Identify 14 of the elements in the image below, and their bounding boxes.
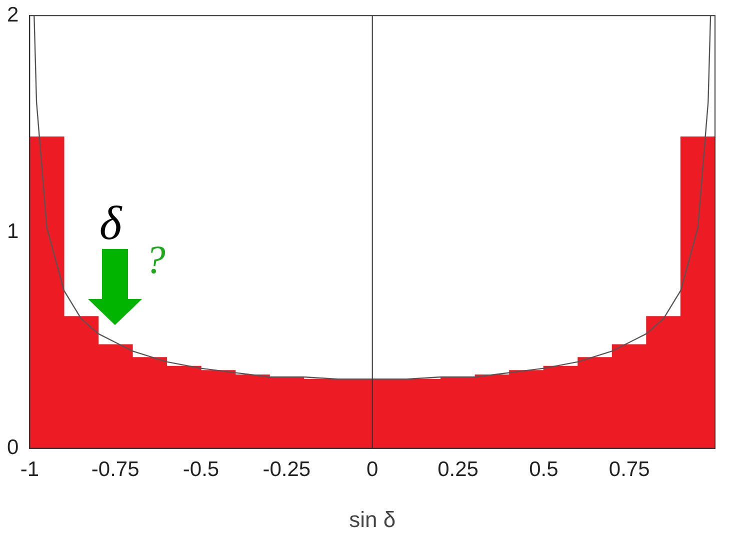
x-tick-label: 0: [366, 458, 378, 481]
annotation: ?: [145, 237, 166, 282]
x-tick-label: 0.75: [608, 458, 650, 481]
y-tick-label: 0: [6, 436, 19, 460]
x-tick-label: -0.5: [182, 458, 220, 481]
annotation: δ: [99, 197, 122, 250]
x-tick-label: -0.75: [91, 458, 140, 481]
y-tick-label: 2: [6, 3, 19, 26]
x-tick-label: 0.5: [529, 458, 558, 481]
x-tick-label: 0.25: [438, 458, 478, 481]
y-tick-label: 1: [6, 220, 19, 243]
x-axis-title: sin δ: [349, 506, 396, 532]
x-tick-label: -1: [20, 458, 40, 481]
x-tick-label: -0.25: [262, 458, 311, 481]
